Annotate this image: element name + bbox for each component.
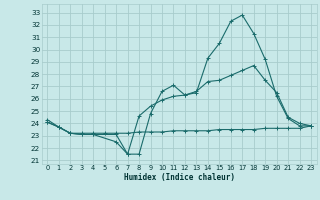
X-axis label: Humidex (Indice chaleur): Humidex (Indice chaleur) (124, 173, 235, 182)
